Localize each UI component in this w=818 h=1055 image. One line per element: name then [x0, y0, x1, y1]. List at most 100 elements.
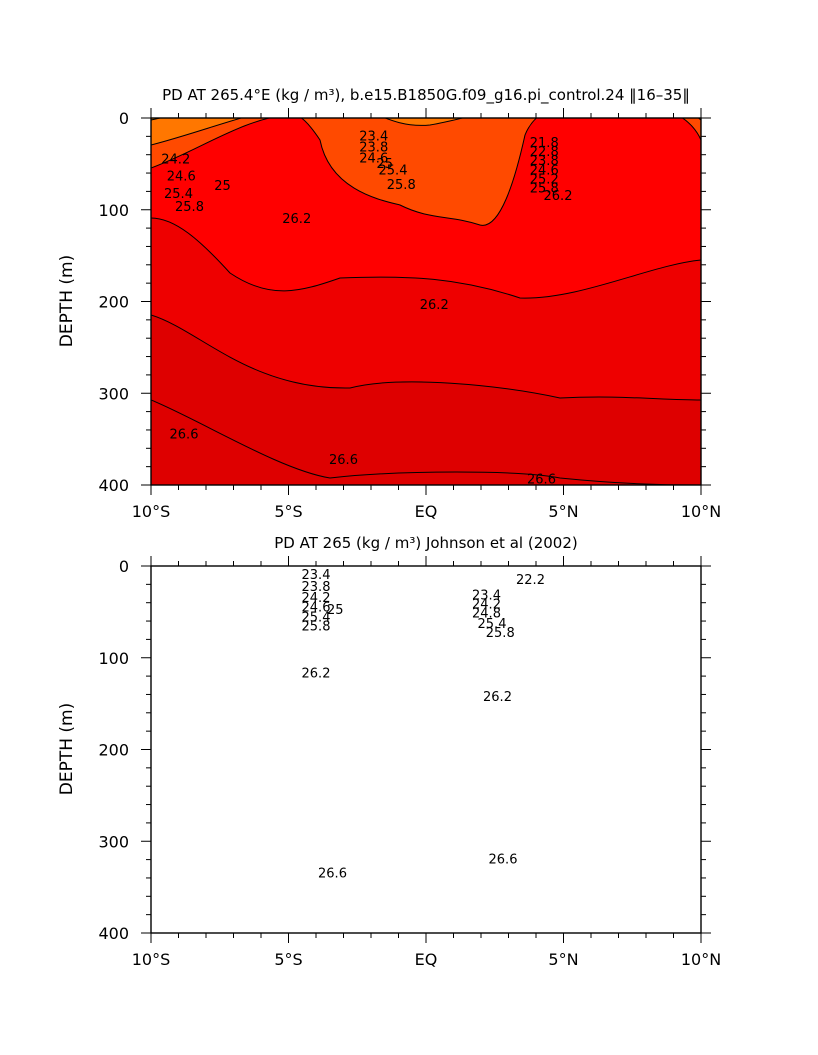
bottom-y-axis-title: DEPTH (m)	[57, 703, 77, 795]
top-y-tick-label: 0	[119, 109, 129, 128]
top-x-tick-label: 10°N	[681, 502, 721, 521]
bottom-contour-label: 23.4	[302, 568, 331, 583]
top-fill-25-6	[151, 118, 701, 145]
top-x-tick-label: 10°S	[132, 502, 171, 521]
bottom-fill-23-4	[206, 6, 480, 26]
bottom-y-tick-label: 100	[98, 649, 129, 668]
top-contour-line	[151, 27, 701, 44]
top-contour-line	[500, 0, 701, 20]
bottom-y-tick-label: 400	[98, 924, 129, 943]
bottom-fill-25-0	[206, 32, 646, 56]
top-fill-22-2	[463, 0, 702, 40]
bottom-contour-line	[206, 6, 480, 16]
top-contour-label: 25.4	[379, 163, 408, 178]
bottom-contour-label: 26.2	[302, 666, 331, 681]
top-contour-line	[300, 0, 480, 20]
top-contour-label: 24.6	[167, 170, 196, 185]
top-contour-label: 25.8	[387, 178, 416, 193]
bottom-contour-label: 25.4	[478, 617, 507, 632]
top-contour-label: 25.8	[175, 200, 204, 215]
bottom-no-data-right	[646, 567, 700, 932]
top-contour-label: 24.2	[161, 152, 190, 167]
bottom-chart-title: PD AT 265 (kg / m³) Johnson et al (2002)	[274, 534, 577, 552]
bottom-y-tick-label: 300	[98, 832, 129, 851]
top-contour-line	[151, 21, 701, 40]
top-fill-23-0	[151, 0, 580, 28]
bottom-contour-label: 25	[327, 603, 344, 618]
bottom-contour-label: 26.2	[483, 690, 512, 705]
top-y-axis: 0 100 200 300 400	[98, 109, 711, 495]
bottom-fill-23-0	[206, 0, 480, 16]
bottom-contour-labels: 23.423.824.224.62525.425.822.223.424.224…	[302, 568, 545, 881]
bottom-x-axis: 10°S 5°S EQ 5°N 10°N	[132, 556, 721, 969]
bottom-contour-label: 24.2	[472, 598, 501, 613]
top-y-tick-label: 200	[98, 293, 129, 312]
bottom-fill-no-data	[540, 0, 600, 10]
bottom-fill-21-4	[520, 0, 646, 16]
bottom-contour-label: 23.4	[472, 588, 501, 603]
top-y-tick-label: 300	[98, 384, 129, 403]
bottom-chart: PD AT 265 (kg / m³) Johnson et al (2002)	[57, 0, 721, 969]
top-contour-label: 26.2	[420, 298, 449, 313]
top-contour-label: 26.6	[527, 472, 556, 487]
bottom-x-tick-label: EQ	[415, 950, 438, 969]
top-contour-line	[151, 217, 701, 299]
top-y-axis-title: DEPTH (m)	[57, 255, 77, 347]
bottom-fill-21-8	[500, 0, 646, 23]
bottom-contour-line	[206, 52, 646, 68]
top-contour-label: 23.8	[530, 154, 559, 169]
top-y-tick-label: 400	[98, 476, 129, 495]
bottom-contour-label: 23.8	[302, 580, 331, 595]
bottom-fill-22-2	[480, 0, 646, 28]
top-fill-26-0	[151, 118, 701, 299]
top-contour-label: 25.2	[530, 172, 559, 187]
top-x-tick-label: EQ	[415, 502, 438, 521]
top-contour-label: 23.8	[359, 140, 388, 155]
top-contour-label: 26.6	[329, 453, 358, 468]
top-contour-line	[151, 118, 701, 226]
bottom-contour-line	[520, 0, 646, 16]
top-contour-label: 24.6	[359, 151, 388, 166]
top-fill-25-8	[151, 118, 701, 226]
bottom-no-data-left	[152, 567, 206, 932]
top-y-tick-label: 100	[98, 201, 129, 220]
bottom-x-tick-label: 5°S	[274, 950, 302, 969]
bottom-y-axis: 0 100 200 300 400	[98, 557, 711, 943]
top-fill-no-data	[580, 0, 701, 14]
bottom-fill-25-8	[206, 52, 646, 87]
top-x-tick-label: 5°S	[274, 502, 302, 521]
top-contour-label: 25	[376, 157, 393, 172]
bottom-contour-label: 25.8	[302, 620, 331, 635]
top-contour-line	[151, 36, 701, 55]
bottom-contour-line	[206, 32, 646, 48]
bottom-contour-label: 24.2	[302, 591, 331, 606]
top-fill-22-6	[300, 0, 540, 20]
top-contour-label: 21.8	[530, 136, 559, 151]
bottom-contour-label: 26.6	[489, 853, 518, 868]
bottom-contour-line	[206, 26, 646, 40]
top-contour-label: 24.6	[530, 163, 559, 178]
top-contour-line	[151, 51, 701, 80]
top-contour-label: 26.2	[282, 212, 311, 227]
top-contour-line	[151, 44, 701, 68]
top-fill-21-4	[530, 0, 580, 6]
top-fill-24-2	[151, 36, 701, 68]
top-x-axis: 10°S 5°S EQ 5°N 10°N	[132, 108, 721, 521]
top-contour-line	[151, 399, 701, 485]
bottom-contour-label: 24.6	[302, 600, 331, 615]
bottom-contour-label: 24.8	[472, 607, 501, 622]
bottom-y-tick-label: 0	[119, 557, 129, 576]
bottom-contour-label: 22.2	[516, 573, 545, 588]
top-fill-23-8	[151, 27, 701, 55]
bottom-contour-label: 26.6	[318, 866, 347, 881]
bottom-contour-line	[206, 20, 646, 34]
bottom-contour-line	[206, 14, 646, 28]
top-contour-label: 23.4	[359, 129, 388, 144]
bottom-fill-23-8	[206, 14, 646, 34]
top-chart-title: PD AT 265.4°E (kg / m³), b.e15.B1850G.f0…	[162, 86, 690, 105]
bottom-y-tick-label: 200	[98, 741, 129, 760]
bottom-x-tick-label: 10°N	[681, 950, 721, 969]
bottom-fill-25-4	[206, 40, 646, 68]
top-plot-area	[151, 0, 702, 485]
